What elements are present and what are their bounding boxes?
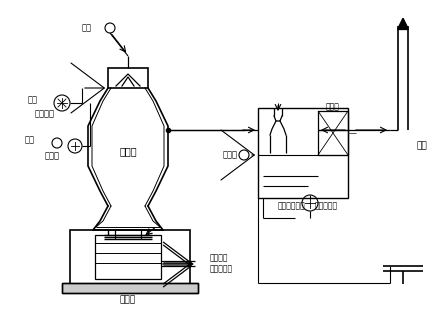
Text: 废液泵: 废液泵: [44, 152, 59, 160]
Text: 废液: 废液: [25, 135, 35, 144]
Text: 除尘循环泵: 除尘循环泵: [315, 202, 338, 211]
Text: 文丘里紫尘器: 文丘里紫尘器: [278, 202, 306, 211]
Text: 急冷器: 急冷器: [120, 296, 136, 305]
Bar: [258, 108, 348, 198]
Text: 焚烧炉: 焚烧炉: [119, 146, 137, 156]
Bar: [108, 68, 148, 88]
Bar: [95, 235, 161, 279]
Bar: [62, 283, 198, 293]
Bar: [318, 111, 348, 155]
Text: 工业水: 工业水: [223, 151, 238, 160]
Text: 空气: 空气: [28, 96, 38, 105]
Text: 除沫器: 除沫器: [326, 102, 340, 111]
Text: 助燃风机: 助燃风机: [35, 109, 55, 118]
Bar: [62, 283, 198, 293]
Bar: [70, 230, 190, 285]
Text: 烟囱: 烟囱: [416, 142, 427, 151]
Text: 燃料: 燃料: [82, 23, 92, 32]
Text: 含盐废水: 含盐废水: [210, 254, 229, 263]
Text: 去污水处理: 去污水处理: [210, 265, 233, 273]
